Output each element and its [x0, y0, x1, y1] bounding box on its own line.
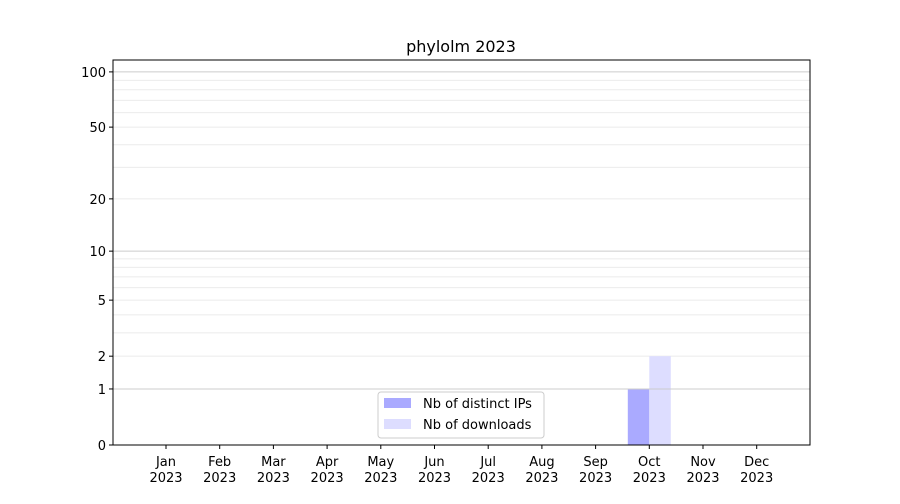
x-tick-label: Mar — [261, 455, 286, 470]
plot-frame — [112, 59, 811, 446]
x-tick-label: Jan — [155, 455, 176, 470]
x-tick-label: Feb — [208, 455, 231, 470]
y-tick-label: 5 — [98, 294, 106, 309]
legend-label: Nb of distinct IPs — [423, 397, 532, 412]
legend-label: Nb of downloads — [423, 418, 532, 433]
x-tick-label: Jun — [423, 455, 444, 470]
x-tick-label: Aug — [529, 455, 554, 470]
y-tick-label: 2 — [98, 350, 106, 365]
x-tick-label: 2023 — [686, 471, 719, 486]
x-tick-label: 2023 — [633, 471, 666, 486]
chart-title: phylolm 2023 — [406, 37, 516, 56]
x-tick-label: Sep — [583, 455, 608, 470]
x-tick-label: 2023 — [525, 471, 558, 486]
y-tick-label: 50 — [89, 121, 106, 136]
x-tick-label: Oct — [638, 455, 660, 470]
y-tick-label: 1 — [98, 383, 106, 398]
y-tick-label: 20 — [89, 193, 106, 208]
bar-distinct-ips — [627, 388, 650, 445]
legend: Nb of distinct IPs Nb of downloads — [377, 391, 545, 439]
x-tick-label: Jul — [479, 455, 496, 470]
x-tick-label: 2023 — [418, 471, 451, 486]
x-tick-label: 2023 — [472, 471, 505, 486]
x-tick-label: May — [367, 455, 394, 470]
x-tick-label: 2023 — [364, 471, 397, 486]
x-tick-label: 2023 — [740, 471, 773, 486]
legend-box — [377, 391, 545, 439]
legend-swatch — [384, 419, 411, 429]
x-tick-label: 2023 — [203, 471, 236, 486]
y-tick-label: 10 — [89, 245, 106, 260]
x-tick-label: 2023 — [257, 471, 290, 486]
y-tick-label: 0 — [98, 439, 106, 454]
bar-downloads — [649, 356, 671, 445]
y-tick-label: 100 — [81, 66, 106, 81]
legend-swatch — [384, 398, 411, 408]
x-tick-label: 2023 — [579, 471, 612, 486]
x-tick-label: 2023 — [311, 471, 344, 486]
x-tick-label: Dec — [744, 455, 769, 470]
x-tick-label: 2023 — [149, 471, 182, 486]
x-tick-label: Apr — [316, 455, 339, 470]
x-tick-label: Nov — [690, 455, 716, 470]
